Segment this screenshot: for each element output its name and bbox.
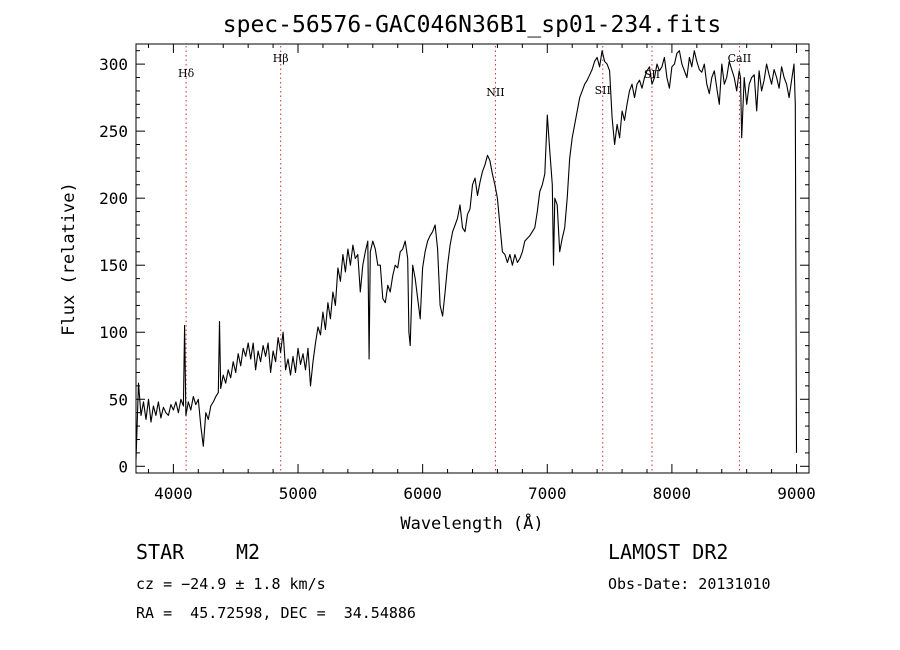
spectrum-series-0	[135, 50, 798, 460]
y-axis-label: Flux (relative)	[59, 182, 79, 336]
line-label-5: CaII	[728, 52, 752, 65]
line-label-3: SII	[595, 84, 611, 97]
x-tick-label: 7000	[528, 484, 567, 503]
plot-frame	[135, 43, 810, 474]
line-label-2: NII	[486, 86, 504, 99]
chart-title: spec-56576-GAC046N36B1_sp01-234.fits	[223, 12, 722, 38]
series-layer	[135, 50, 798, 460]
redshift-cz: cz = −24.9 ± 1.8 km/s	[136, 575, 326, 593]
line-label-4: SII	[644, 68, 660, 81]
object-subclass: M2	[236, 540, 261, 564]
axes-layer: 4000 5000 6000 7000 8000 9000 0 50 100 150 200 250 3…	[99, 43, 816, 503]
y-tick-label: 0	[118, 457, 128, 476]
y-tick-label: 150	[99, 256, 128, 275]
object-type: STAR	[136, 540, 185, 564]
spectral-line-markers: Hδ Hβ NII SII SII CaII	[178, 46, 751, 473]
line-label-0: Hδ	[178, 67, 195, 80]
x-tick-label: 6000	[403, 484, 442, 503]
y-tick-label: 100	[99, 323, 128, 342]
y-tick-label: 250	[99, 122, 128, 141]
x-axis-label: Wavelength (Å)	[400, 512, 543, 534]
x-tick-label: 5000	[279, 484, 318, 503]
y-tick-label: 50	[109, 390, 128, 409]
survey-name: LAMOST DR2	[608, 540, 729, 564]
y-tick-label: 300	[99, 55, 128, 74]
y-tick-label: 200	[99, 189, 128, 208]
line-label-1: Hβ	[273, 52, 289, 65]
x-tick-label: 9000	[777, 484, 816, 503]
x-tick-label: 8000	[653, 484, 692, 503]
coordinates: RA = 45.72598, DEC = 34.54886	[136, 604, 416, 622]
observation-date: Obs-Date: 20131010	[608, 575, 771, 593]
x-tick-label: 4000	[154, 484, 193, 503]
